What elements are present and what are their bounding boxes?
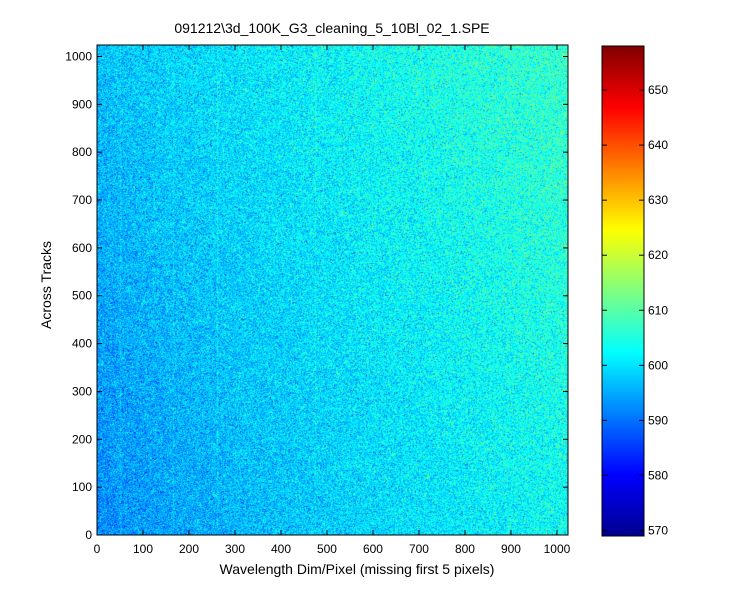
y-tick-label: 200 [72,432,92,446]
y-tick-label: 800 [72,145,92,159]
x-tick-label: 100 [133,542,153,556]
colorbar-tick-label: 600 [648,358,668,372]
x-tick-label: 900 [501,542,521,556]
colorbar-tick-label: 610 [648,303,668,317]
colorbar-axis: 570 580 590 600 610 620 630 640 650 [602,83,668,537]
colorbar-tick-label: 630 [648,193,668,207]
colorbar-tick-label: 590 [648,413,668,427]
y-tick-label: 400 [72,337,92,351]
x-tick-label: 400 [271,542,291,556]
colorbar-tick-label: 620 [648,248,668,262]
colorbar-tick-label: 580 [648,468,668,482]
x-tick-label: 0 [94,542,101,556]
y-tick-label: 0 [85,528,92,542]
y-tick-label: 500 [72,289,92,303]
x-tick-label: 700 [409,542,429,556]
x-tick-label: 300 [225,542,245,556]
x-tick-label: 200 [179,542,199,556]
x-tick-label: 500 [317,542,337,556]
y-tick-label: 700 [72,193,92,207]
y-tick-label: 600 [72,241,92,255]
x-axis: 0 100 200 300 400 500 600 700 800 900 1000 [94,45,571,556]
colorbar-tick-label: 570 [648,523,668,537]
colorbar-tick-label: 640 [648,138,668,152]
y-axis-title: Across Tracks [38,241,54,329]
x-axis-title: Wavelength Dim/Pixel (missing first 5 pi… [220,561,495,577]
y-tick-label: 900 [72,97,92,111]
heatmap-image [97,45,568,535]
y-tick-label: 1000 [65,49,92,63]
colorbar [601,45,645,537]
chart-title: 091212\3d_100K_G3_cleaning_5_10Bl_02_1.S… [174,20,489,36]
plot-frame [96,44,569,536]
y-axis: 0 100 200 300 400 500 600 700 800 900 1000 [65,49,568,542]
x-tick-label: 600 [363,542,383,556]
x-tick-label: 800 [455,542,475,556]
x-tick-label: 1000 [544,542,571,556]
y-tick-label: 100 [72,480,92,494]
y-tick-label: 300 [72,384,92,398]
colorbar-tick-label: 650 [648,83,668,97]
